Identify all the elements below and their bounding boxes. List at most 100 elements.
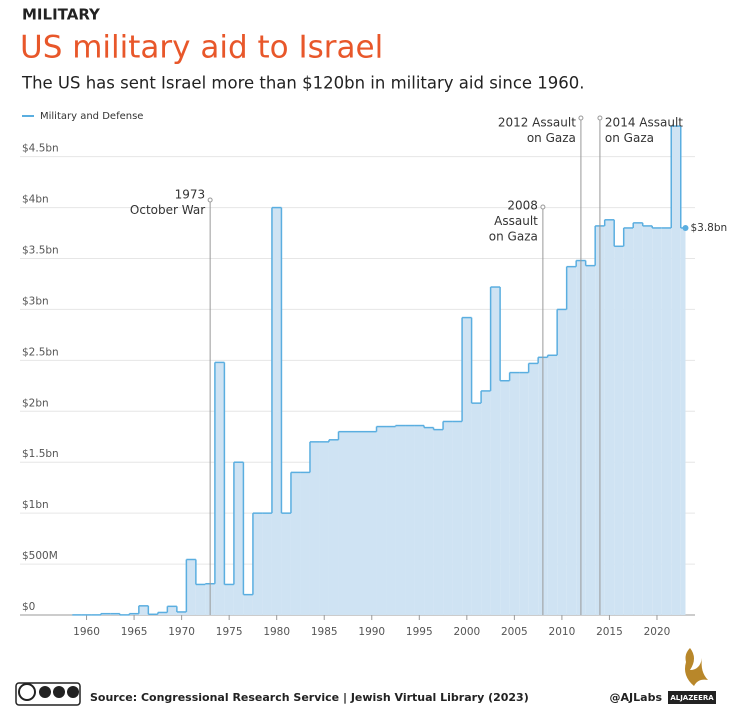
license-icon [15, 682, 81, 706]
area-step [186, 559, 196, 615]
area-step [471, 403, 482, 615]
area-step [652, 227, 662, 615]
y-tick-label: $0 [22, 601, 35, 613]
annotation-text: on Gaza [489, 230, 538, 244]
area-step [233, 462, 244, 615]
legend-label: Military and Defense [40, 111, 143, 122]
y-tick-label: $2bn [22, 397, 49, 409]
kicker: MILITARY [22, 6, 101, 24]
x-tick-label: 1985 [311, 626, 338, 638]
area-step [433, 429, 444, 615]
annotation-text: 2008 [507, 199, 538, 213]
chart-title: US military aid to Israel [20, 30, 383, 66]
area-step [281, 513, 291, 615]
area-step [414, 425, 425, 615]
y-tick-label: $4bn [22, 194, 49, 206]
area-step [490, 287, 501, 615]
area-step [462, 317, 472, 615]
area-step [405, 425, 415, 615]
area-step [347, 431, 358, 615]
area-step [528, 363, 539, 615]
area-step [519, 372, 529, 615]
area-step [386, 426, 396, 615]
x-tick-label: 1970 [168, 626, 195, 638]
area-step [224, 584, 234, 615]
area-step [547, 355, 558, 615]
area-step [671, 126, 681, 616]
area-step [604, 219, 615, 616]
area-step [680, 227, 686, 615]
end-dot [682, 224, 689, 231]
area-step [357, 431, 368, 615]
annotation-dot [540, 204, 546, 210]
plot: $0 $500M $1bn $1.5bn $2bn $2.5bn $3bn $3.5bn $4b… [20, 115, 727, 638]
area-step [271, 207, 282, 615]
annotation-dot [597, 115, 603, 121]
area-step [367, 431, 377, 615]
end-label: $3.8bn [690, 222, 727, 234]
x-tick-label: 2015 [596, 626, 623, 638]
area-step [176, 611, 187, 615]
area-step [338, 431, 348, 615]
y-tick-label: $3.5bn [22, 245, 59, 257]
y-tick-label: $500M [22, 550, 58, 562]
area-step [300, 472, 310, 615]
x-tick-label: 1980 [263, 626, 290, 638]
area-step [642, 225, 653, 615]
y-tick-label: $3bn [22, 295, 49, 307]
annotation-text: 2012 Assault [498, 116, 576, 130]
area-step [309, 441, 320, 615]
area-step [262, 513, 272, 615]
area-step [167, 606, 177, 615]
x-tick-label: 1965 [121, 626, 148, 638]
x-tick-label: 1975 [216, 626, 243, 638]
annotation-dot [578, 115, 584, 121]
annotation-text: October War [130, 203, 205, 217]
area-step [319, 441, 329, 615]
annotation-text: on Gaza [605, 131, 654, 145]
series: $3.8bn [72, 125, 727, 616]
x-tick-label: 2005 [501, 626, 528, 638]
annotation-text: 1973 [175, 188, 206, 202]
area-step [566, 266, 577, 615]
annotation-text: 2014 Assault [605, 116, 683, 130]
x-tick-label: 1990 [358, 626, 385, 638]
credit: @AJLabs [610, 691, 663, 704]
area-step [195, 584, 206, 615]
annotation-text: Assault [494, 214, 538, 228]
area-step [661, 227, 672, 615]
annotation-text: on Gaza [527, 131, 576, 145]
area-step [509, 372, 520, 615]
area-step [214, 362, 225, 615]
area-step [614, 246, 624, 615]
area-step [328, 439, 339, 615]
y-tick-label: $2.5bn [22, 346, 59, 358]
x-tick-label: 2010 [549, 626, 576, 638]
y-tick-label: $4.5bn [22, 143, 59, 155]
area-step [290, 472, 301, 615]
area-step [585, 265, 596, 615]
x-tick-label: 2000 [453, 626, 480, 638]
source: Source: Congressional Research Service |… [90, 691, 529, 704]
area-step [252, 513, 263, 615]
area-step [395, 425, 406, 615]
area-step [376, 426, 387, 615]
brand: ALJAZEERA [670, 694, 714, 702]
area-step [452, 421, 463, 615]
subtitle: The US has sent Israel more than $120bn … [21, 74, 585, 93]
annotation-dot [207, 197, 213, 203]
x-tick-label: 1995 [406, 626, 433, 638]
y-tick-label: $1.5bn [22, 448, 59, 460]
area-step [443, 421, 453, 615]
area-step [157, 612, 168, 615]
y-tick-label: $1bn [22, 499, 49, 511]
x-tick-label: 2020 [644, 626, 671, 638]
area-step [424, 427, 434, 615]
area-step [243, 594, 253, 615]
area-step [481, 390, 491, 615]
area-step [500, 380, 510, 615]
area-step [557, 309, 567, 615]
x-tick-label: 1960 [73, 626, 100, 638]
brand-logo [668, 648, 716, 704]
